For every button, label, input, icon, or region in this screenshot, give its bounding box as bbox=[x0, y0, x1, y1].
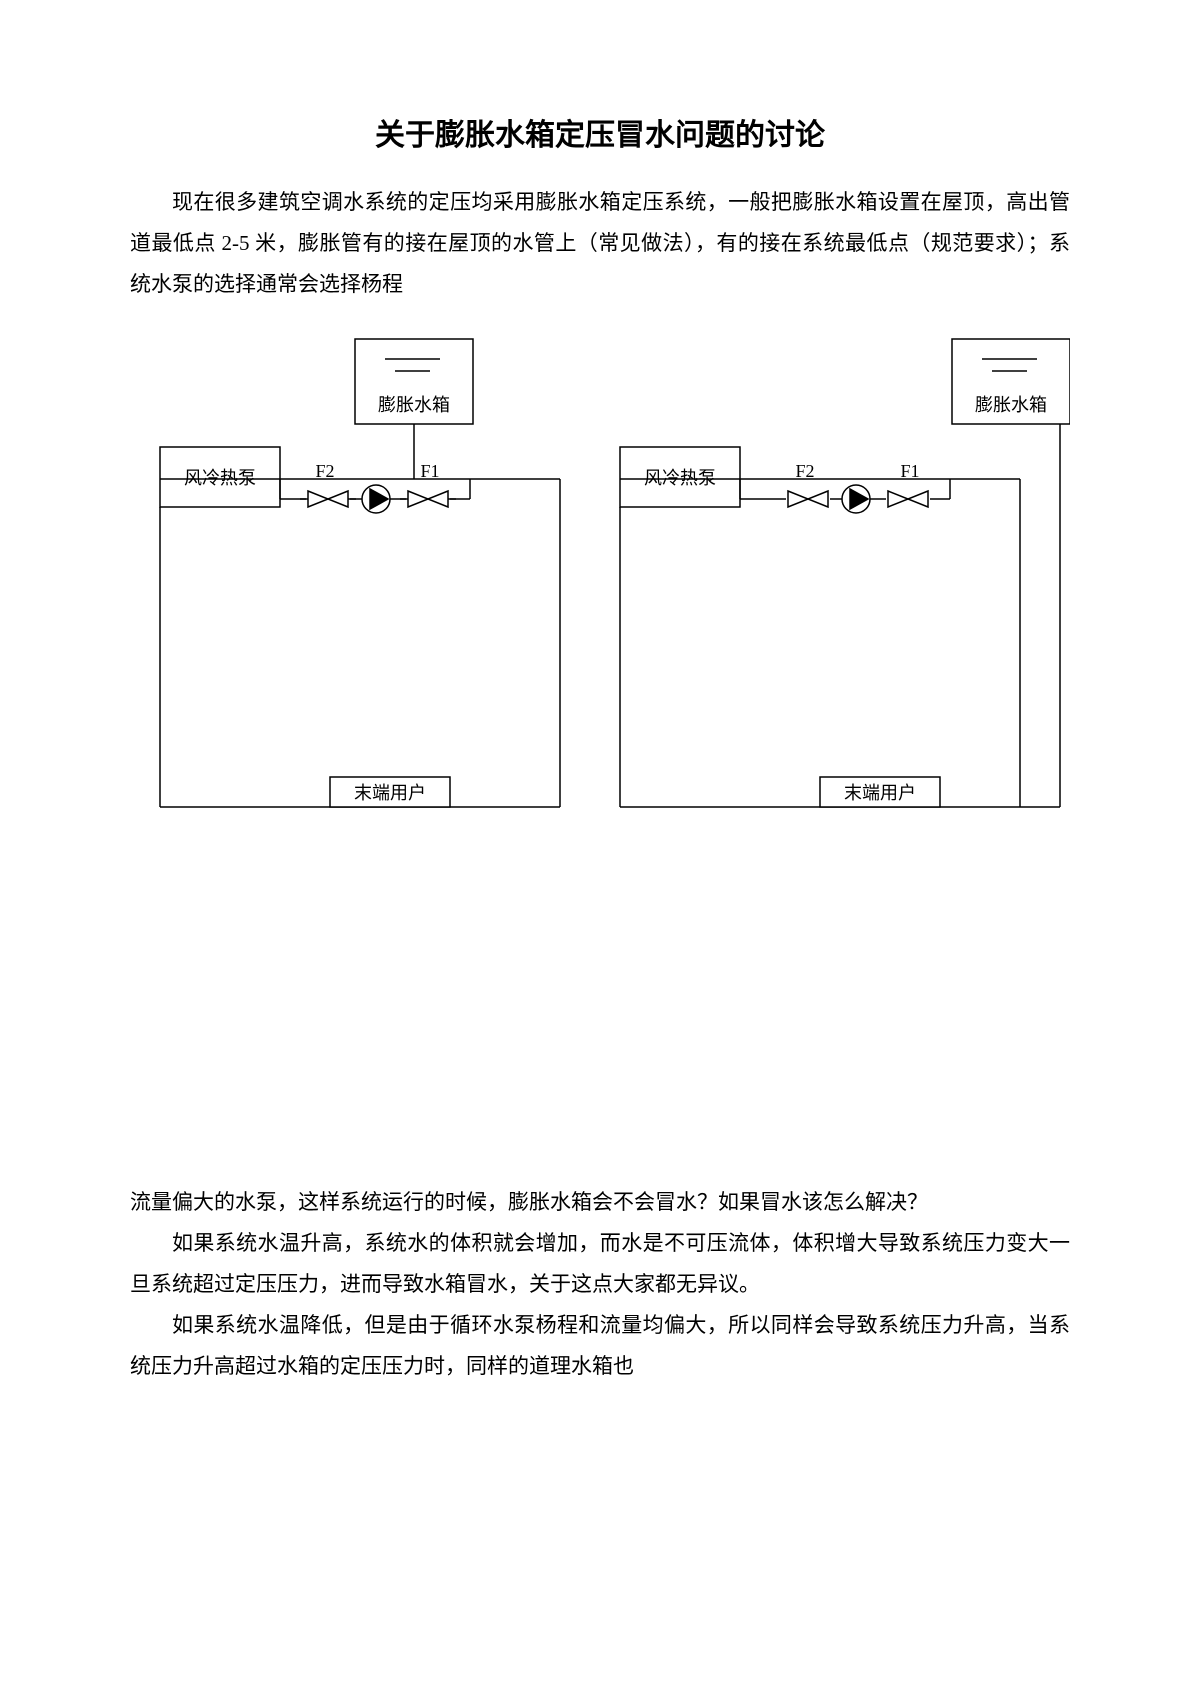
right-f2-label: F2 bbox=[795, 461, 814, 481]
right-valve-f1 bbox=[888, 491, 928, 507]
paragraph-4: 如果系统水温降低，但是由于循环水泵杨程和流量均偏大，所以同样会导致系统压力升高，… bbox=[130, 1305, 1070, 1387]
right-tank-label: 膨胀水箱 bbox=[975, 395, 1047, 415]
right-heatpump-label: 风冷热泵 bbox=[644, 468, 716, 488]
left-valve-f2 bbox=[300, 491, 356, 507]
left-valve-f1 bbox=[400, 491, 456, 507]
right-terminal-label: 末端用户 bbox=[844, 783, 916, 803]
right-f1-label: F1 bbox=[900, 461, 919, 481]
left-f2-label: F2 bbox=[315, 461, 334, 481]
system-diagram: 膨胀水箱 风冷热泵 F2 bbox=[130, 329, 1070, 834]
left-tank-label: 膨胀水箱 bbox=[378, 395, 450, 415]
left-pump-icon bbox=[362, 485, 390, 513]
blank-space bbox=[130, 842, 1070, 1182]
left-terminal-label: 末端用户 bbox=[354, 783, 426, 803]
left-heatpump-label: 风冷热泵 bbox=[184, 468, 256, 488]
right-valve-f2 bbox=[788, 491, 828, 507]
page-title: 关于膨胀水箱定压冒水问题的讨论 bbox=[130, 110, 1070, 154]
paragraph-1: 现在很多建筑空调水系统的定压均采用膨胀水箱定压系统，一般把膨胀水箱设置在屋顶，高… bbox=[130, 182, 1070, 305]
left-f1-label: F1 bbox=[420, 461, 439, 481]
paragraph-2: 流量偏大的水泵，这样系统运行的时候，膨胀水箱会不会冒水？如果冒水该怎么解决？ bbox=[130, 1182, 1070, 1223]
right-pump-icon bbox=[842, 485, 870, 513]
diagram-left: 膨胀水箱 风冷热泵 F2 bbox=[160, 339, 560, 807]
paragraph-3: 如果系统水温升高，系统水的体积就会增加，而水是不可压流体，体积增大导致系统压力变… bbox=[130, 1223, 1070, 1305]
diagram-right: 膨胀水箱 风冷热泵 F2 bbox=[620, 339, 1070, 807]
